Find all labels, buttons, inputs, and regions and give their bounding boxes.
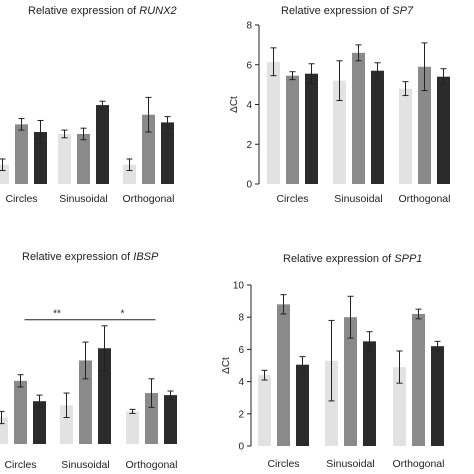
bar	[145, 393, 158, 444]
bar	[77, 133, 90, 184]
bar	[126, 411, 139, 444]
x-tick-label: Circles	[267, 458, 299, 470]
chart-panel-runx2: Relative expression of RUNX2 Circles Sinu…	[0, 0, 237, 237]
y-tick-label: 2	[238, 409, 244, 420]
chart-panel-ibsp: Relative expression of IBSP Circles Sinus…	[0, 237, 237, 474]
bar	[363, 341, 376, 446]
bar	[98, 348, 111, 444]
y-axis-label: ΔCt	[229, 96, 240, 113]
bar	[418, 66, 431, 184]
bar	[14, 380, 27, 444]
bar	[0, 164, 9, 184]
chart-panel-spp1: Relative expression of SPP1 0 2 4 6 8 10 ΔCt Ci…	[221, 237, 474, 474]
bar	[431, 346, 444, 446]
x-tick-label: Sinusoidal	[59, 193, 107, 205]
y-axis-label: ΔCt	[221, 357, 232, 374]
y-tick-label: 8	[246, 21, 252, 32]
y-tick-label: 6	[238, 345, 244, 356]
y-tick-label: 4	[246, 100, 252, 111]
chart-panel-sp7: Relative expression of SP7 0 2 4 6 8 ΔCt Circl…	[229, 0, 474, 237]
chart-runx2: Circles Sinusoidal Orthogonal	[0, 96, 175, 205]
chart-title-spp1: Relative expression of SPP1	[283, 253, 423, 265]
y-tick-label: 8	[238, 313, 244, 324]
x-tick-label: Circles	[4, 459, 36, 471]
x-tick-label: Orthogonal	[123, 193, 175, 205]
bar	[277, 304, 290, 446]
bar	[437, 76, 450, 184]
y-tick-label: 0	[246, 180, 252, 191]
bar	[0, 417, 8, 444]
bar	[267, 61, 280, 184]
bar	[296, 364, 309, 446]
bar	[393, 367, 406, 446]
x-tick-label: Sinusoidal	[326, 458, 374, 470]
bar	[142, 114, 155, 184]
bar	[79, 360, 92, 444]
x-tick-label: Orthogonal	[393, 458, 445, 470]
bar	[15, 124, 28, 184]
x-tick-label: Circles	[5, 193, 37, 205]
bar	[344, 317, 357, 446]
y-tick-label: 6	[246, 60, 252, 71]
bar	[305, 73, 318, 184]
x-tick-label: Sinusoidal	[334, 193, 382, 205]
chart-ibsp: Circles Sinusoidal Orthogonal** *	[0, 309, 178, 471]
y-tick-label: 10	[233, 281, 245, 292]
bar	[333, 80, 346, 184]
bar	[34, 132, 47, 184]
bar	[352, 52, 365, 185]
x-tick-label: Circles	[276, 193, 308, 205]
x-tick-label: Orthogonal	[126, 459, 178, 471]
bar	[164, 395, 177, 444]
bar	[96, 105, 109, 184]
chart-title-ibsp: Relative expression of IBSP	[22, 251, 159, 263]
chart-spp1: 0 2 4 6 8 10 ΔCt Circles Sinusoidal Orthogonal	[221, 281, 445, 471]
chart-title-runx2: Relative expression of RUNX2	[28, 5, 177, 17]
bar	[371, 70, 384, 184]
chart-sp7: 0 2 4 6 8 ΔCt Circles Sinusoidal Orthogonal	[229, 21, 451, 206]
x-tick-label: Sinusoidal	[61, 459, 109, 471]
x-tick-label: Orthogonal	[399, 193, 451, 205]
bar	[58, 133, 71, 184]
chart-title-sp7: Relative expression of SP7	[281, 5, 414, 17]
bar	[286, 75, 299, 184]
y-tick-label: 2	[246, 140, 252, 151]
significance-marker: *	[121, 309, 125, 320]
bar	[123, 164, 136, 184]
bar	[161, 122, 174, 184]
bar	[33, 401, 46, 444]
bar	[399, 88, 412, 184]
bar	[258, 375, 271, 446]
bar	[325, 360, 338, 446]
bar	[412, 313, 425, 446]
bar	[60, 405, 73, 444]
y-tick-label: 4	[238, 377, 244, 388]
y-tick-label: 0	[238, 442, 244, 453]
significance-marker: **	[53, 309, 61, 320]
